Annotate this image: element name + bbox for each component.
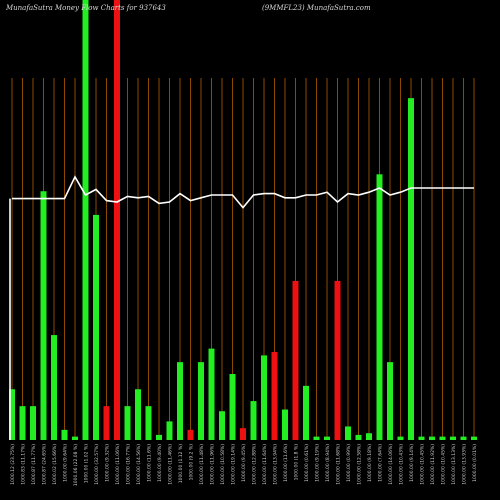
money-flow-bar xyxy=(460,436,467,440)
money-flow-bar xyxy=(313,436,320,440)
money-flow-bar xyxy=(324,436,330,440)
x-tick-label: 1000.00 (16.77%) xyxy=(126,444,132,485)
money-flow-bar xyxy=(198,362,204,440)
money-flow-bar xyxy=(51,335,57,440)
money-flow-bar xyxy=(450,436,456,440)
x-tick-label: 1000.00 (1.12 %) xyxy=(178,444,184,484)
money-flow-bar xyxy=(397,436,404,440)
x-tick-label: 1000.00 (13.93%) xyxy=(462,444,468,485)
money-flow-bar xyxy=(72,436,78,440)
money-flow-bar xyxy=(208,348,215,440)
x-tick-label: 1000.00 (13.94%) xyxy=(273,444,279,485)
money-flow-bar xyxy=(439,436,446,440)
x-tick-label: 1000.00 (11.64%) xyxy=(262,444,268,485)
money-flow-bar xyxy=(271,352,278,440)
x-tick-label: 1000.00 (11.92%) xyxy=(430,444,436,485)
x-tick-label: 1000.00 (9.18%) xyxy=(367,444,373,482)
x-tick-label: 1000.00 (11.46%) xyxy=(168,444,174,485)
x-tick-label: 1000.00 (11.96%) xyxy=(210,444,216,485)
x-tick-label: 1000.83 (11.17%) xyxy=(21,444,27,485)
x-tick-label: 1000.00 (13.13%) xyxy=(451,444,457,485)
x-tick-label: 1000.00 (11.6%) xyxy=(147,444,153,482)
x-tick-label: 1000.87 (11.77%) xyxy=(31,444,37,485)
money-flow-bar xyxy=(166,421,173,440)
grid-lines xyxy=(11,78,475,440)
money-flow-bar xyxy=(177,362,183,440)
money-flow-bar xyxy=(9,389,15,440)
x-tick-label: 1000.00 (8.94%) xyxy=(325,444,331,482)
x-tick-label: 1000.87 (24.65%) xyxy=(42,444,48,485)
money-flow-bar xyxy=(261,355,267,440)
x-tick-label: 1000.00 (11.06%) xyxy=(115,444,121,485)
x-tick-label: 1000.00 (12.58%) xyxy=(357,444,363,485)
money-flow-bar xyxy=(82,0,89,440)
money-flow-bar xyxy=(19,406,26,440)
money-flow-bar xyxy=(429,436,435,440)
money-flow-bar xyxy=(61,429,68,440)
money-flow-bar xyxy=(240,428,246,440)
price-line xyxy=(9,175,474,440)
money-flow-bar xyxy=(156,434,162,440)
money-flow-bar xyxy=(334,280,341,440)
money-flow-bar xyxy=(145,406,152,440)
x-tick-label: 1000.00 (9.45%) xyxy=(241,444,247,482)
x-tick-label: 1000.00 (7.64%) xyxy=(378,444,384,482)
money-flow-bar xyxy=(418,436,425,440)
x-tick-label: 1000.00 (0.61%) xyxy=(304,444,310,482)
money-flow-bar xyxy=(229,374,236,440)
money-flow-bar xyxy=(40,191,47,440)
money-flow-bar xyxy=(408,98,414,441)
x-tick-label: 1000.00 (11.6%) xyxy=(283,444,289,482)
price-line-path xyxy=(12,175,474,209)
money-flow-bar xyxy=(345,426,351,440)
x-tick-label: 1000.00 (10.45%) xyxy=(420,444,426,485)
money-flow-bar xyxy=(124,406,131,440)
x-tick-label: 1000.00 (11.68%) xyxy=(336,444,342,485)
money-flow-bar xyxy=(103,406,110,440)
x-tick-label: 1000.00 (1.8 %) xyxy=(294,444,300,481)
x-tick-label: 1000.00 (0.01%) xyxy=(472,444,478,482)
site-name: (9MMFL23) MunafaSutra.com xyxy=(262,4,371,12)
money-flow-bar xyxy=(355,434,362,440)
x-tick-label: 1000.00 (10.58%) xyxy=(220,444,226,485)
x-tick-label: 1000.00 (14.06%) xyxy=(388,444,394,485)
chart-title: MunafaSutra Money Flow Charts for 937643 xyxy=(6,4,166,12)
x-tick-label: 1000.00 (9.14%) xyxy=(409,444,415,482)
money-flow-bar xyxy=(366,433,372,440)
money-flow-bar xyxy=(250,401,257,440)
x-tick-label: 1000.00 (9.2 %) xyxy=(189,444,195,481)
x-tick-label: 1000.00 (14.56%) xyxy=(136,444,142,485)
money-flow-bar xyxy=(93,214,99,440)
money-flow-bar xyxy=(219,411,225,440)
x-tick-label: 1000.12 (23.75%) xyxy=(10,444,16,485)
money-flow-bars xyxy=(9,0,477,441)
x-tick-label: 1000.00 (10.45%) xyxy=(441,444,447,485)
x-tick-labels: 1000.12 (23.75%) 1000.83 (11.17%) 1000.87 … xyxy=(10,444,478,486)
x-tick-label: 1000.00 (10.43%) xyxy=(399,444,405,485)
money-flow-bar xyxy=(471,436,477,440)
x-tick-label: 1000.00 (11.48%) xyxy=(199,444,205,485)
x-tick-label: 1000.06 (22.08 %) xyxy=(73,444,79,486)
money-flow-bar xyxy=(187,429,194,440)
money-flow-bar xyxy=(303,385,309,440)
x-tick-label: 1000.00 (0.99%) xyxy=(346,444,352,482)
x-tick-label: 1000.00 (32.57%) xyxy=(94,444,100,485)
money-flow-bar xyxy=(135,389,141,440)
x-tick-label: 1000.00 (9.32%) xyxy=(105,444,111,482)
x-tick-label: 1000.00 (19.14%) xyxy=(231,444,237,485)
money-flow-bar xyxy=(114,0,120,440)
money-flow-bar xyxy=(387,362,393,440)
money-flow-bar xyxy=(292,280,299,440)
money-flow-bar xyxy=(30,406,36,440)
money-flow-bar xyxy=(282,409,288,440)
money-flow-bar xyxy=(376,174,383,441)
x-tick-label: 1000.00 (9.40%) xyxy=(157,444,163,482)
x-tick-label: 1000.00 (12.88%) xyxy=(252,444,258,485)
x-tick-label: 1000.02 (15.66%) xyxy=(52,444,58,485)
x-tick-label: 1000.00 (9.19%) xyxy=(315,444,321,482)
x-tick-label: 1000.00 (9.64%) xyxy=(63,444,69,482)
x-tick-label: 1000.00 (1.02 %) xyxy=(84,444,90,484)
